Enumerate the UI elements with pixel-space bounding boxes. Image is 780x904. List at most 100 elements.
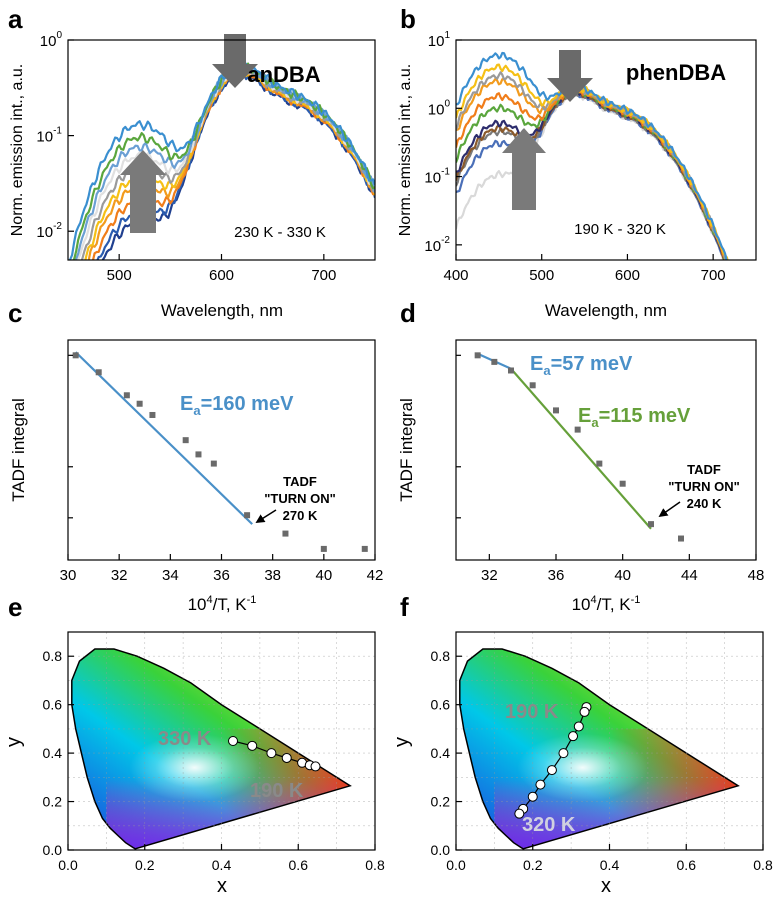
series-line	[456, 87, 729, 260]
x-tick-label: 500	[107, 267, 132, 284]
panel-d-ylabel: TADF integral	[397, 398, 416, 502]
x-tick-label: 0.8	[753, 857, 773, 873]
x-tick-label: 0.0	[58, 857, 78, 873]
panel-b-arrows	[502, 50, 593, 210]
data-point	[546, 765, 557, 776]
panel-f-path	[518, 706, 588, 815]
data-point	[182, 437, 189, 444]
series-line	[456, 91, 725, 260]
panel-c-x-ticks: 30 32 34 36 38 40 42	[60, 354, 383, 584]
y-tick-base: 10	[424, 238, 441, 255]
data-point	[574, 426, 581, 433]
x-tick-label: 0.2	[135, 857, 155, 873]
y-tick-label: 0.6	[43, 697, 63, 713]
series-line	[456, 51, 728, 260]
panel-f-y-ticks: 0.0 0.2 0.4 0.6 0.8	[431, 648, 462, 858]
x-tick-label: 0.6	[289, 857, 309, 873]
data-point	[579, 706, 590, 717]
panel-f-x-ticks: 0.0 0.2 0.4 0.6 0.8	[446, 844, 773, 873]
panel-f-label-high: 190 K	[505, 701, 559, 723]
panel-b-frame	[455, 39, 757, 261]
y-tick-label: 0.4	[43, 745, 63, 761]
x-tick-label: 0.0	[446, 857, 466, 873]
panel-b-x-ticks: 400 500 600 700	[443, 254, 726, 284]
series-line	[456, 88, 727, 260]
data-point	[491, 358, 498, 365]
panel-d-xlabel: 104/T, K-1	[572, 594, 641, 614]
arrow-up-icon	[502, 128, 546, 210]
panel-b-series	[456, 51, 729, 260]
x-tick-label: 400	[443, 267, 468, 284]
y-tick-exp: -2	[441, 235, 450, 246]
panel-letter-b: b	[400, 4, 416, 34]
fit-line	[74, 351, 253, 525]
data-point	[568, 731, 579, 742]
y-tick-label: 0.2	[43, 794, 63, 810]
y-tick-base: 10	[36, 129, 53, 146]
panel-d-points	[474, 352, 684, 542]
series-line	[71, 62, 375, 260]
y-tick-base: 10	[36, 224, 53, 241]
panel-c-points	[72, 352, 368, 552]
panel-a-title: anDBA	[247, 62, 320, 87]
panel-e-xlabel: x	[217, 875, 227, 897]
panel-e-label-high: 330 K	[158, 728, 212, 750]
data-point	[281, 752, 292, 763]
data-point	[514, 808, 525, 819]
panel-letter-d: d	[400, 298, 416, 328]
panel-e-ylabel: y	[3, 737, 25, 747]
x-tick-label: 500	[529, 267, 554, 284]
data-point	[648, 521, 654, 528]
panel-letter-a: a	[8, 4, 23, 34]
panel-f-grid	[456, 632, 763, 850]
y-tick-label: 0.0	[43, 842, 63, 858]
data-point	[320, 545, 327, 552]
panel-e-label-low: 190 K	[250, 780, 304, 802]
data-point	[553, 407, 559, 414]
x-tick-label: 40	[315, 567, 332, 584]
data-point	[72, 352, 79, 359]
data-point	[136, 400, 143, 407]
panel-a-arrows	[120, 34, 258, 233]
x-tick-label: 600	[615, 267, 640, 284]
y-tick-label: 10-2	[36, 221, 62, 241]
data-point	[527, 791, 538, 802]
y-tick-label: 0.8	[431, 648, 451, 664]
panel-d-turnon-line1: TADF	[687, 462, 721, 477]
panel-d-frame	[455, 339, 757, 561]
panel-c-frame	[67, 339, 376, 561]
cie-white	[517, 733, 648, 802]
data-point	[266, 748, 277, 759]
y-tick-exp: 0	[444, 98, 450, 109]
trajectory-line	[518, 706, 588, 815]
panel-c-turnon-line1: TADF	[283, 474, 317, 489]
data-point	[558, 748, 569, 759]
x-tick-label: 600	[209, 267, 234, 284]
panel-e: 330 K 190 K 0.0 0.2 0.4 0.6 0.8 0.0 0.2 0.4 0.6…	[3, 631, 385, 897]
panel-d: 32 36 40 44 48 Ea=57 meV Ea=115 meV TADF "TU…	[397, 339, 765, 614]
data-point	[282, 530, 289, 537]
data-point	[678, 535, 684, 542]
panel-b-xlabel: Wavelength, nm	[545, 301, 667, 320]
x-tick-label: 0.6	[677, 857, 697, 873]
panel-a-x-ticks: 500 600 700	[107, 254, 336, 284]
x-tick-label: 0.8	[365, 857, 385, 873]
panel-f-ylabel: y	[391, 737, 413, 747]
x-tick-label: 0.2	[523, 857, 543, 873]
panel-f-xlabel: x	[601, 875, 611, 897]
arrow-up-icon	[120, 150, 166, 233]
panel-c-fit-label: Ea=160 meV	[180, 393, 294, 418]
cie-outline	[71, 648, 352, 850]
x-tick-label: 700	[311, 267, 336, 284]
panel-d-x-ticks: 32 36 40 44 48	[456, 354, 765, 584]
panel-d-fit-label-1: Ea=57 meV	[530, 353, 633, 378]
panel-a-xlabel: Wavelength, nm	[161, 301, 283, 320]
x-tick-label: 48	[748, 567, 765, 584]
panel-e-y-ticks: 0.0 0.2 0.4 0.6 0.8	[43, 648, 74, 858]
panel-c: 30 32 34 36 38 40 42 Ea=160 meV TADF "TURN ON"…	[9, 339, 383, 614]
panel-c-turnon-arrow	[255, 509, 277, 523]
y-tick-exp: 1	[444, 30, 450, 41]
x-tick-label: 36	[213, 567, 230, 584]
y-tick-label: 10-2	[424, 235, 450, 255]
